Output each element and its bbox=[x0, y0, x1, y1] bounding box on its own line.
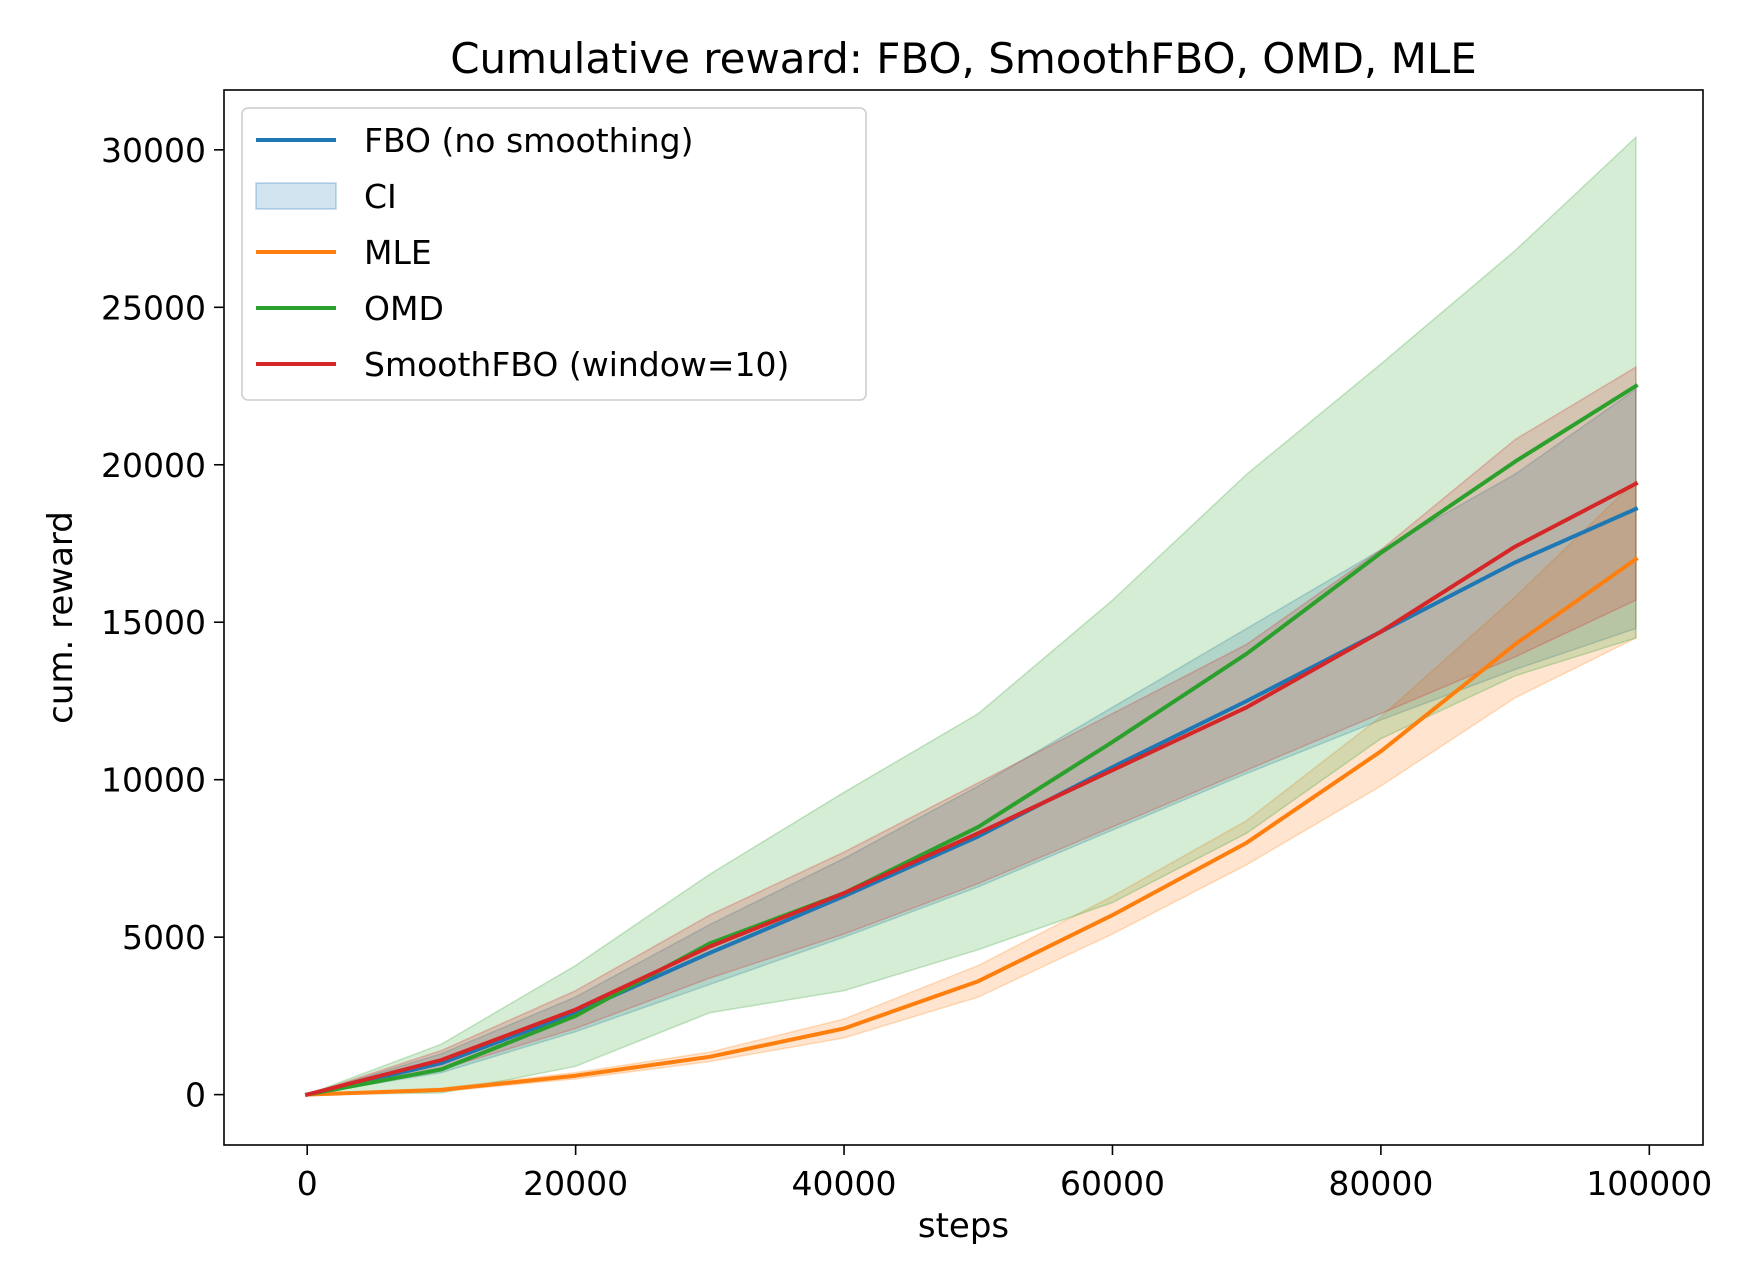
x-axis-label: steps bbox=[918, 1206, 1009, 1246]
x-tick-label: 80000 bbox=[1328, 1164, 1433, 1203]
y-tick-label: 30000 bbox=[101, 131, 206, 170]
y-tick-label: 25000 bbox=[101, 288, 206, 327]
x-tick-label: 60000 bbox=[1060, 1164, 1165, 1203]
chart-title: Cumulative reward: FBO, SmoothFBO, OMD, … bbox=[450, 34, 1477, 83]
legend-label-3: OMD bbox=[364, 289, 444, 328]
legend-label-2: MLE bbox=[364, 233, 432, 272]
series-lines bbox=[304, 383, 1639, 1098]
legend: FBO (no smoothing) CI MLE OMD SmoothFBO (win… bbox=[241, 107, 867, 401]
x-tick-label: 20000 bbox=[523, 1164, 628, 1203]
y-tick-label: 0 bbox=[185, 1076, 206, 1115]
series-line-0 bbox=[304, 506, 1639, 1098]
y-axis-label: cum. reward bbox=[41, 511, 81, 724]
legend-label-1: CI bbox=[364, 177, 397, 216]
legend-label-0: FBO (no smoothing) bbox=[364, 121, 693, 160]
y-tick-label: 15000 bbox=[101, 603, 206, 642]
x-tick-label: 100000 bbox=[1586, 1164, 1712, 1203]
series-line-1 bbox=[305, 556, 1639, 1097]
series-line-2 bbox=[304, 383, 1639, 1097]
legend-swatch-1 bbox=[255, 182, 337, 210]
x-tick-label: 0 bbox=[297, 1164, 318, 1203]
y-tick-label: 10000 bbox=[101, 761, 206, 800]
axis-ticks: 0 20000 40000 60000 80000 100000 0 5000 10000 150… bbox=[101, 131, 1712, 1203]
x-tick-label: 40000 bbox=[792, 1164, 897, 1203]
legend-label-4: SmoothFBO (window=10) bbox=[364, 345, 789, 384]
y-tick-label: 5000 bbox=[122, 918, 206, 957]
series-line-3 bbox=[304, 481, 1639, 1098]
plot-frame bbox=[223, 89, 1704, 1146]
y-tick-label: 20000 bbox=[101, 446, 206, 485]
legend-box bbox=[241, 107, 867, 401]
